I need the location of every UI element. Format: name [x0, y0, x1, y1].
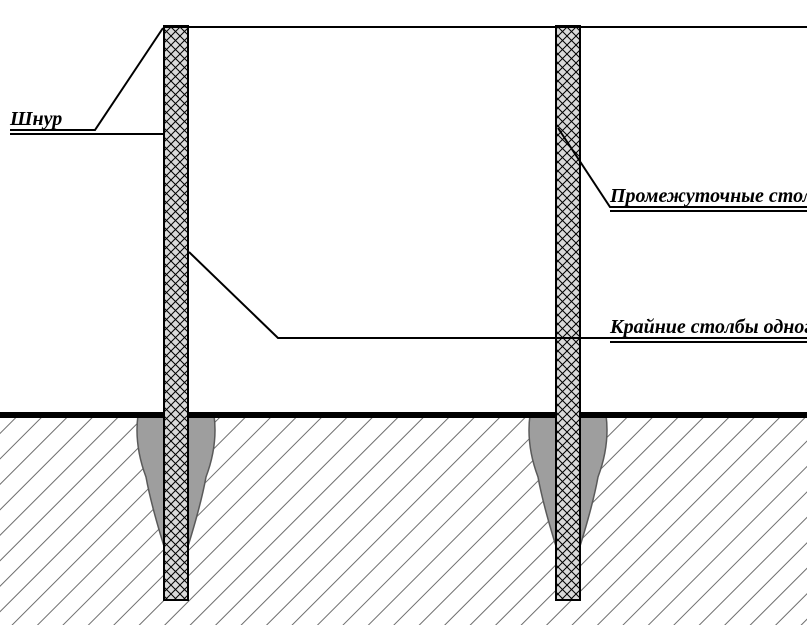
post-2	[556, 26, 580, 600]
post-1	[164, 26, 188, 600]
leader-mid-posts	[558, 128, 807, 207]
diagram-svg	[0, 0, 807, 625]
leader-cord	[10, 28, 163, 130]
leader-edge-posts	[189, 252, 807, 338]
diagram-stage: Шнур Промежуточные стол Крайние столбы о…	[0, 0, 807, 625]
soil-hatch	[0, 415, 807, 625]
